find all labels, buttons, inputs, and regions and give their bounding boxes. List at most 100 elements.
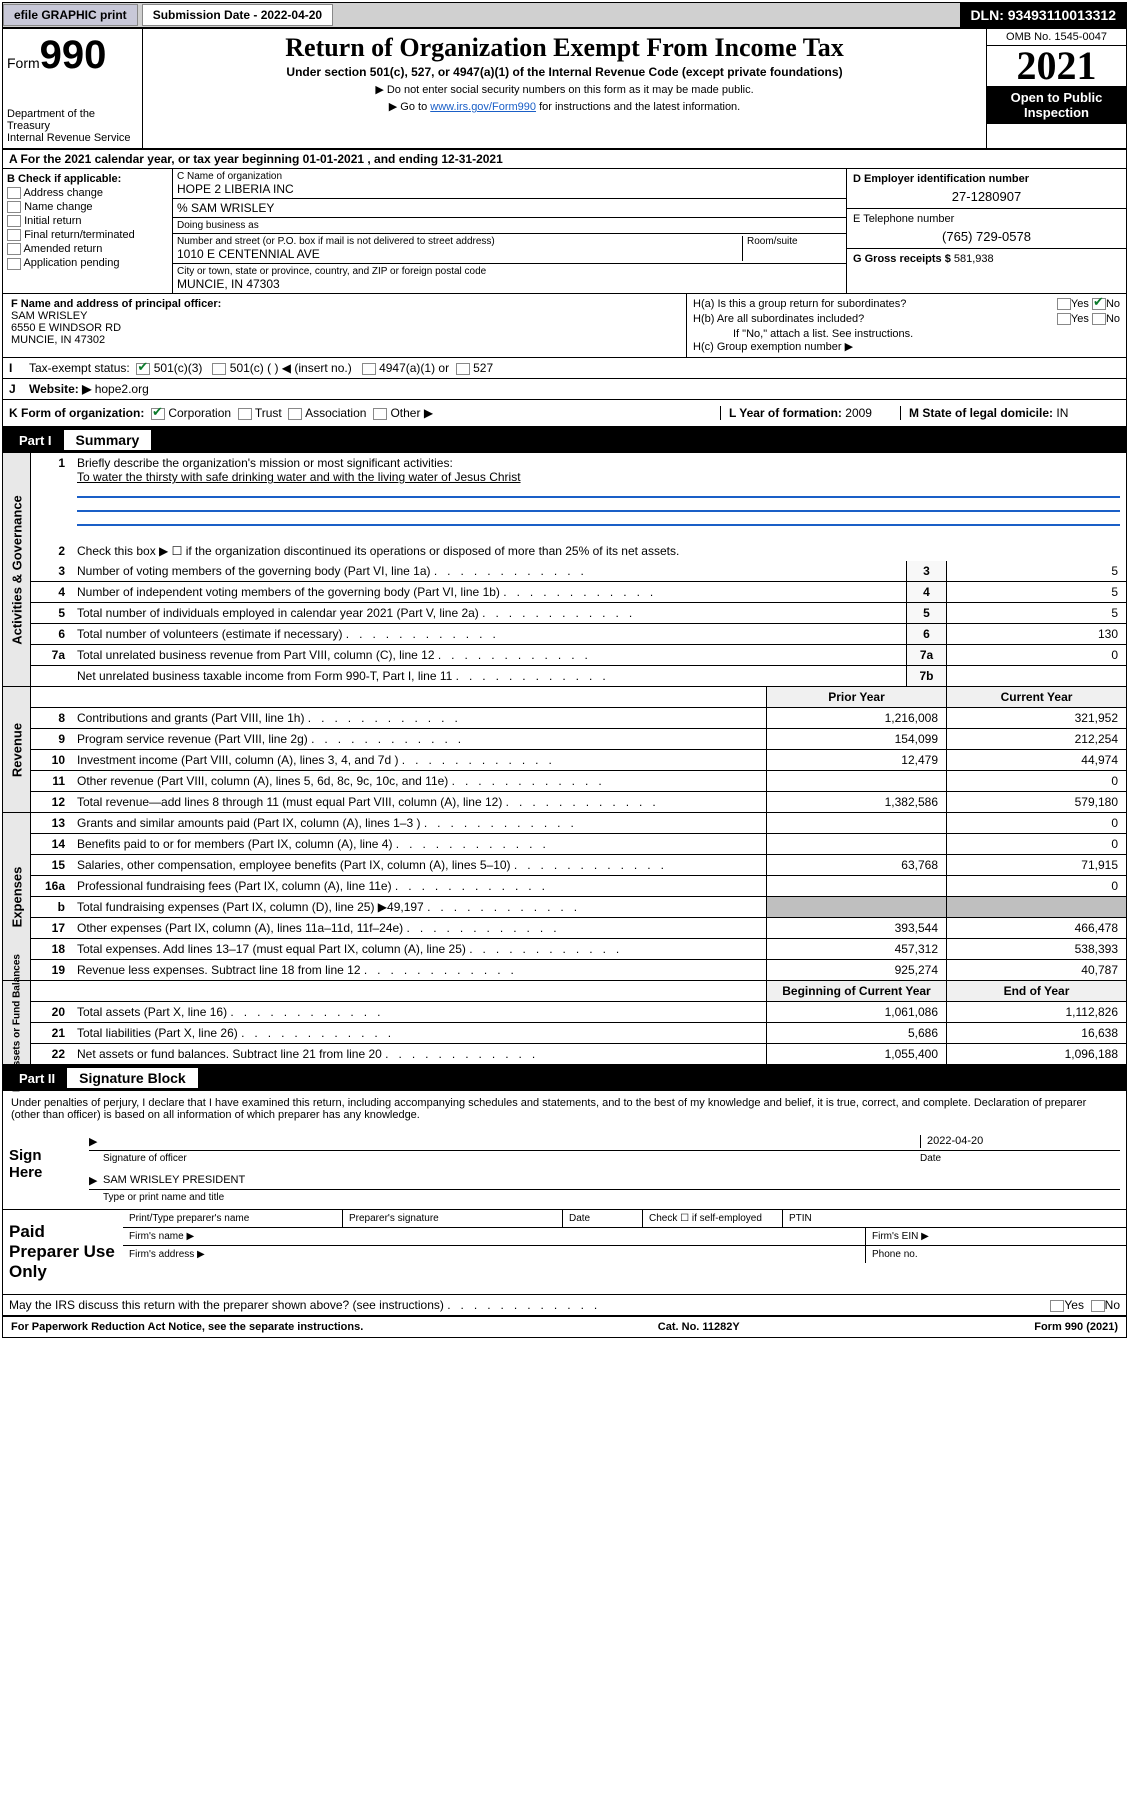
street-address: 1010 E CENTENNIAL AVE bbox=[177, 247, 320, 261]
phone-lbl: E Telephone number bbox=[853, 213, 954, 225]
tax-period: A For the 2021 calendar year, or tax yea… bbox=[3, 150, 1126, 169]
form-subtitle: Under section 501(c), 527, or 4947(a)(1)… bbox=[147, 65, 982, 79]
section-l: L Year of formation: 2009 bbox=[720, 406, 900, 420]
website-value: hope2.org bbox=[95, 382, 149, 396]
prep-sig-lbl: Preparer's signature bbox=[343, 1210, 563, 1227]
phone-value: (765) 729-0578 bbox=[853, 229, 1120, 244]
hdr-begin-year: Beginning of Current Year bbox=[766, 981, 946, 1001]
ck-initial[interactable] bbox=[7, 215, 21, 227]
tax-status-lbl: Tax-exempt status: bbox=[29, 361, 130, 375]
care-of: % SAM WRISLEY bbox=[177, 201, 274, 215]
summary-row: 4Number of independent voting members of… bbox=[31, 582, 1126, 603]
instr-ssn: ▶ Do not enter social security numbers o… bbox=[147, 83, 982, 96]
topbar: efile GRAPHIC print Submission Date - 20… bbox=[3, 3, 1126, 29]
side-activities: Activities & Governance bbox=[3, 453, 31, 686]
sig-officer-lbl: Signature of officer bbox=[89, 1153, 920, 1164]
sig-date-val: 2022-04-20 bbox=[920, 1135, 1120, 1148]
table-row: 15Salaries, other compensation, employee… bbox=[31, 855, 1126, 876]
dept-irs: Internal Revenue Service bbox=[7, 132, 138, 144]
irs-link[interactable]: www.irs.gov/Form990 bbox=[430, 101, 536, 113]
may-yes[interactable] bbox=[1050, 1300, 1064, 1312]
prep-addr-lbl: Firm's address ▶ bbox=[123, 1246, 866, 1263]
ha-lbl: H(a) Is this a group return for subordin… bbox=[693, 298, 906, 310]
mission-text: To water the thirsty with safe drinking … bbox=[77, 470, 1120, 484]
part1-title: Summary bbox=[64, 430, 152, 450]
opt-527: 527 bbox=[473, 361, 493, 375]
table-row: 18Total expenses. Add lines 13–17 (must … bbox=[31, 939, 1126, 960]
city-lbl: City or town, state or province, country… bbox=[177, 266, 486, 277]
ck-name-change[interactable] bbox=[7, 201, 21, 213]
room-lbl: Room/suite bbox=[742, 236, 842, 261]
table-row: bTotal fundraising expenses (Part IX, co… bbox=[31, 897, 1126, 918]
open-public: Open to Public Inspection bbox=[987, 86, 1126, 124]
ck-527[interactable] bbox=[456, 363, 470, 375]
efile-print-button[interactable]: efile GRAPHIC print bbox=[3, 4, 138, 26]
opt-assoc: Association bbox=[305, 406, 366, 420]
hb-no[interactable] bbox=[1092, 313, 1106, 325]
sig-officer-line[interactable] bbox=[103, 1135, 920, 1148]
prep-check-lbl: Check ☐ if self-employed bbox=[643, 1210, 783, 1227]
expenses-block: Expenses 13Grants and similar amounts pa… bbox=[3, 813, 1126, 981]
footer-mid: Cat. No. 11282Y bbox=[658, 1321, 740, 1333]
addr-lbl: Number and street (or P.O. box if mail i… bbox=[177, 236, 495, 247]
ck-address-change[interactable] bbox=[7, 187, 21, 199]
summary-row: 6Total number of volunteers (estimate if… bbox=[31, 624, 1126, 645]
opt-amended: Amended return bbox=[23, 243, 102, 255]
opt-4947: 4947(a)(1) or bbox=[379, 361, 449, 375]
form-title-box: Return of Organization Exempt From Incom… bbox=[143, 29, 986, 148]
perjury-text: Under penalties of perjury, I declare th… bbox=[3, 1091, 1126, 1127]
tax-year: 2021 bbox=[987, 46, 1126, 86]
table-row: 17Other expenses (Part IX, column (A), l… bbox=[31, 918, 1126, 939]
side-na-lbl: Net Assets or Fund Balances bbox=[11, 954, 22, 1092]
ck-other[interactable] bbox=[373, 408, 387, 420]
hb-yes[interactable] bbox=[1057, 313, 1071, 325]
ck-501c[interactable] bbox=[212, 363, 226, 375]
hb-note: If "No," attach a list. See instructions… bbox=[733, 328, 1120, 340]
section-bcdeg: B Check if applicable: Address change Na… bbox=[3, 169, 1126, 294]
ck-amended[interactable] bbox=[7, 243, 21, 255]
ck-4947[interactable] bbox=[362, 363, 376, 375]
table-row: 21Total liabilities (Part X, line 26)5,6… bbox=[31, 1023, 1126, 1044]
side-ag-lbl: Activities & Governance bbox=[9, 495, 24, 645]
instr-link: ▶ Go to www.irs.gov/Form990 for instruct… bbox=[147, 100, 982, 113]
ck-pending[interactable] bbox=[7, 258, 21, 270]
section-f: F Name and address of principal officer:… bbox=[3, 294, 686, 357]
section-g: G Gross receipts $ 581,938 bbox=[847, 249, 1126, 269]
ck-final[interactable] bbox=[7, 229, 21, 241]
section-d: D Employer identification number27-12809… bbox=[847, 169, 1126, 209]
no-lbl: No bbox=[1106, 298, 1120, 310]
officer-name: SAM WRISLEY bbox=[11, 310, 678, 322]
opt-other: Other ▶ bbox=[390, 406, 433, 420]
sign-here-lbl: Sign Here bbox=[3, 1127, 83, 1209]
paid-prep-lbl: Paid Preparer Use Only bbox=[3, 1210, 123, 1294]
sign-here-block: Sign Here ▶2022-04-20 Signature of offic… bbox=[3, 1127, 1126, 1210]
footer-right: Form 990 (2021) bbox=[1034, 1321, 1118, 1333]
submission-date: Submission Date - 2022-04-20 bbox=[142, 4, 333, 26]
opt-corp: Corporation bbox=[168, 406, 231, 420]
b-header: B Check if applicable: bbox=[7, 173, 168, 185]
ck-501c3[interactable] bbox=[136, 363, 150, 375]
paid-preparer-block: Paid Preparer Use Only Print/Type prepar… bbox=[3, 1210, 1126, 1295]
ck-assoc[interactable] bbox=[288, 408, 302, 420]
ck-trust[interactable] bbox=[238, 408, 252, 420]
opt-final: Final return/terminated bbox=[24, 229, 135, 241]
ck-corp[interactable] bbox=[151, 408, 165, 420]
org-name: HOPE 2 LIBERIA INC bbox=[177, 182, 294, 196]
opt-name-change: Name change bbox=[24, 201, 93, 213]
section-deg: D Employer identification number27-12809… bbox=[846, 169, 1126, 293]
opt-501c: 501(c) ( ) ◀ (insert no.) bbox=[230, 361, 352, 375]
form-org-lbl: K Form of organization: bbox=[9, 406, 144, 420]
summary-row: Net unrelated business taxable income fr… bbox=[31, 666, 1126, 686]
section-k: K Form of organization: Corporation Trus… bbox=[9, 406, 720, 420]
ha-no[interactable] bbox=[1092, 298, 1106, 310]
may-no[interactable] bbox=[1091, 1300, 1105, 1312]
may-no-lbl: No bbox=[1105, 1298, 1120, 1312]
section-h: H(a) Is this a group return for subordin… bbox=[686, 294, 1126, 357]
part1-header: Part I Summary bbox=[3, 427, 1126, 453]
section-fh: F Name and address of principal officer:… bbox=[3, 294, 1126, 358]
ha-yes[interactable] bbox=[1057, 298, 1071, 310]
q1-lbl: Briefly describe the organization's miss… bbox=[77, 456, 1120, 470]
gross-lbl: G Gross receipts $ bbox=[853, 253, 951, 265]
opt-initial: Initial return bbox=[24, 215, 81, 227]
no-lbl2: No bbox=[1106, 313, 1120, 325]
